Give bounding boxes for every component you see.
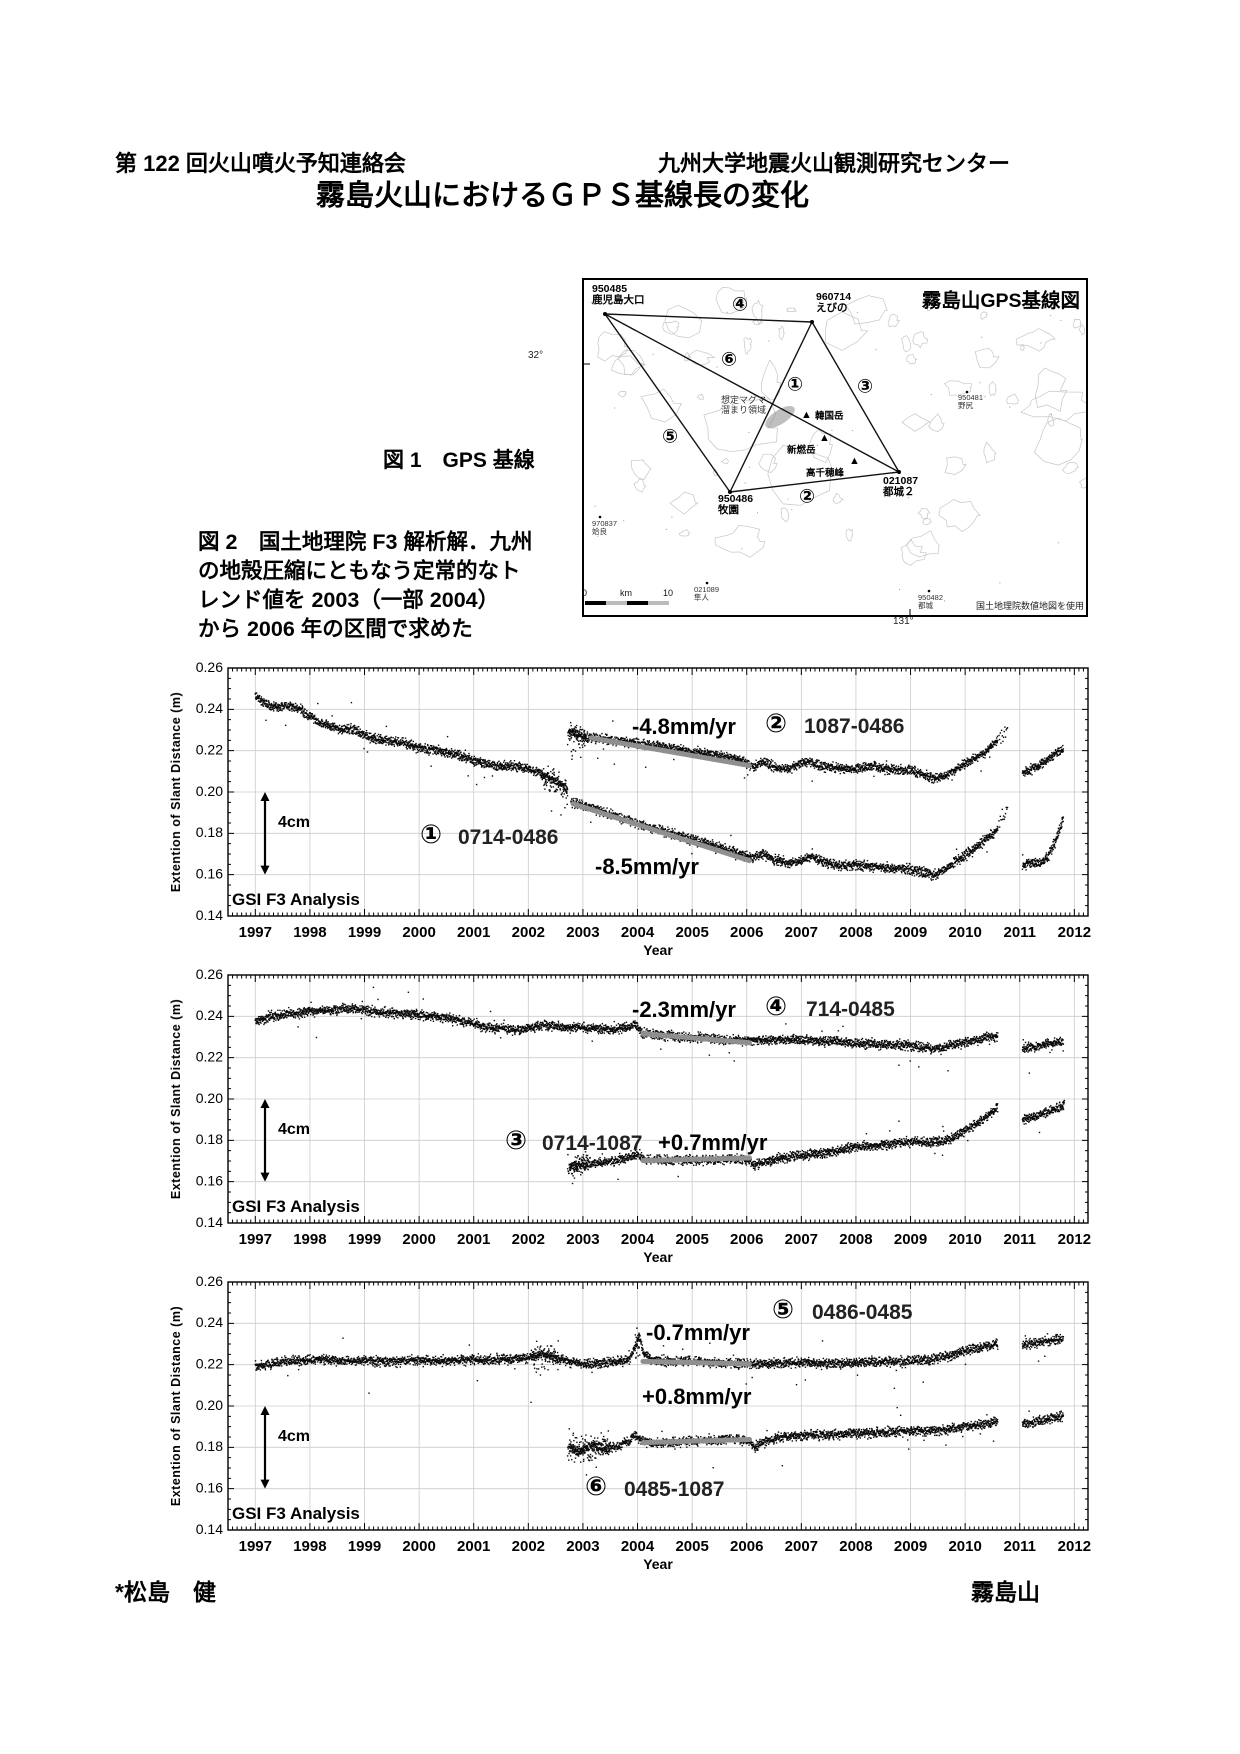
rate-label-1: -8.5mm/yr [595, 854, 699, 879]
rate-label-4: -2.3mm/yr [632, 997, 736, 1022]
y-axis-title-3: Extention of Slant Distance (m) [169, 1305, 183, 1507]
gsi-watermark-3: GSI F3 Analysis [232, 1504, 360, 1523]
baseline-6-line [604, 313, 900, 473]
baseline-3-line [811, 321, 900, 473]
rate-label-6: +0.8mm/yr [642, 1384, 752, 1409]
baseline-network-lines [604, 313, 900, 493]
station-label-hayato: 021089 隼人 [694, 585, 720, 602]
figure1-caption: 図 1 GPS 基線 [383, 449, 535, 472]
series-id-4: 714-0485 [806, 998, 895, 1021]
map-baseline-number-5: ⑤ [661, 426, 679, 448]
baseline-4-line [604, 313, 813, 323]
figure2-caption-line1: 図 2 国土地理院 F3 解析解．九州 [198, 530, 533, 554]
gsi-watermark-1: GSI F3 Analysis [232, 890, 360, 909]
magma-chamber-label: 想定マグマ 溜まり領域 [721, 395, 767, 415]
station-label-ebino: 960714 えびの [816, 291, 852, 314]
scale-ten-label: 10 [663, 588, 674, 598]
map-scale-bar [585, 601, 669, 605]
series-number-5: ⑤ [772, 1294, 795, 1324]
baseline-5-line [604, 313, 731, 493]
author-name: *松島 健 [115, 1579, 216, 1605]
peak-label-takachihonomine: 高千穂峰 [806, 468, 845, 479]
chart-canvas-2 [180, 963, 1120, 1265]
scale-unit-label: km [620, 588, 632, 598]
peak-label-shinmoedake: 新燃岳 [787, 445, 816, 456]
series-id-6: 0485-1087 [624, 1478, 725, 1501]
magma-chamber-blob [765, 406, 795, 428]
series-number-6: ⑥ [585, 1471, 608, 1501]
series-number-4: ④ [765, 991, 788, 1021]
institution-name: 九州大学地震火山観測研究センター [657, 151, 1010, 176]
map-baseline-number-3: ③ [856, 376, 874, 398]
y-axis-title-2: Extention of Slant Distance (m) [169, 998, 183, 1200]
series-number-2: ② [765, 708, 788, 738]
figure2-caption: 図 2 国土地理院 F3 解析解．九州 の地殻圧縮にともなう定常的なト レンド値… [198, 528, 543, 644]
peak-icon-karakunidake: ▲ [801, 409, 812, 421]
map-baseline-number-1: ① [786, 374, 804, 396]
map-baseline-number-4: ④ [731, 294, 749, 316]
baseline-2-line [729, 471, 900, 493]
latitude-label: 32° [528, 350, 544, 361]
scale-arrow-label-2: 4cm [278, 1121, 311, 1138]
chart-panel-3: Extention of Slant Distance (m) ⑤ 0486-0… [169, 1270, 1120, 1572]
figure2-caption-line4: から 2006 年の区間で求めた [198, 617, 473, 641]
scale-arrow-label-3: 4cm [278, 1428, 311, 1445]
series-id-3: 0714-1087 [542, 1132, 643, 1155]
contour-lines-group [590, 286, 1086, 608]
meeting-name: 第 122 回火山噴火予知連絡会 [115, 151, 406, 176]
longitude-label: 131° [893, 616, 914, 627]
chart-canvas-1 [180, 656, 1120, 958]
map-baseline-number-6: ⑥ [720, 349, 738, 371]
gps-station-dots [598, 312, 969, 593]
map-svg [584, 286, 1086, 615]
station-label-miyakonojo: 950482 都城 [918, 593, 944, 610]
gsi-watermark-2: GSI F3 Analysis [232, 1197, 360, 1216]
figure2-caption-line2: の地殻圧縮にともなう定常的なト [198, 559, 521, 583]
rate-label-5: -0.7mm/yr [646, 1320, 750, 1345]
station-label-nojiri: 950481 野尻 [958, 393, 984, 410]
station-label-makizono: 950486 牧園 [718, 493, 754, 516]
figure2-caption-line3: レンド値を 2003（一部 2004） [198, 588, 500, 612]
page-title: 霧島火山におけるＧＰＳ基線長の変化 [315, 180, 809, 212]
peak-label-karakunidake: 韓国岳 [815, 411, 844, 422]
peak-icon-takachihonomine: ▲ [849, 455, 860, 467]
map-baseline-number-2: ② [798, 486, 816, 508]
series-number-3: ③ [505, 1125, 528, 1155]
scale-zero-label: 0 [582, 588, 588, 598]
gps-baseline-map-figure: 32° 131° [525, 270, 1095, 634]
map-frame: 霧島山GPS基線図 950485 鹿児島大口 960714 えびの 021087… [582, 278, 1088, 617]
series-id-5: 0486-0485 [812, 1301, 913, 1324]
scale-arrow-label-1: 4cm [278, 814, 311, 831]
chart-panel-1: Extention of Slant Distance (m) -4.8mm/y… [169, 656, 1120, 958]
rate-label-3: +0.7mm/yr [658, 1130, 768, 1155]
series-number-1: ① [420, 819, 443, 849]
chart-panel-2: Extention of Slant Distance (m) -2.3mm/y… [169, 963, 1120, 1265]
chart-canvas-3 [180, 1270, 1120, 1572]
station-label-aira: 970837 姶良 [592, 519, 618, 536]
rate-label-2: -4.8mm/yr [632, 714, 736, 739]
series-id-2: 1087-0486 [804, 715, 905, 738]
station-label-kagoshima-okuchi: 950485 鹿児島大口 [592, 283, 645, 306]
map-credit: 国土地理院数値地図を使用 [976, 601, 1085, 611]
station-label-miyakonojo2: 021087 都城２ [883, 475, 919, 498]
volcano-name: 霧島山 [971, 1579, 1040, 1605]
series-id-1: 0714-0486 [458, 826, 559, 849]
map-title: 霧島山GPS基線図 [921, 290, 1080, 312]
baseline-1-line [729, 321, 813, 493]
y-axis-title-1: Extention of Slant Distance (m) [169, 691, 183, 893]
peak-icon-shinmoedake: ▲ [819, 432, 830, 444]
